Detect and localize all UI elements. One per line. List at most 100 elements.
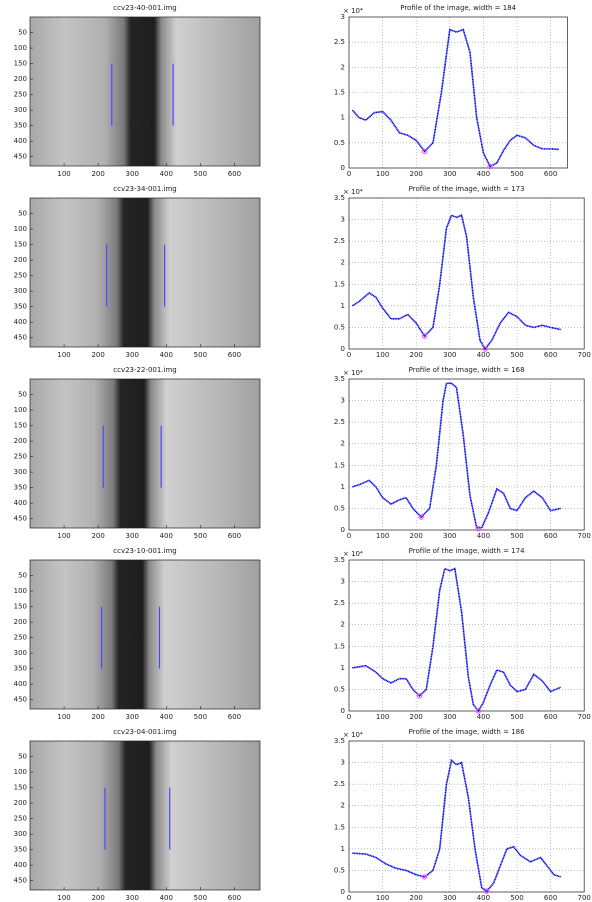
y-tick-label: 450 xyxy=(14,696,27,704)
axes-frame xyxy=(29,16,261,167)
minimum-marker xyxy=(482,346,488,352)
x-tick-label: 500 xyxy=(194,351,207,359)
y-tick-label: 200 xyxy=(14,618,27,626)
plot-area xyxy=(349,379,585,530)
image xyxy=(30,560,260,709)
y-tick-label: 0 xyxy=(341,888,345,896)
x-tick-label: 300 xyxy=(443,713,456,721)
image xyxy=(30,17,260,166)
y-tick-label: 3 xyxy=(341,216,345,224)
x-tick-label: 600 xyxy=(544,532,557,540)
x-tick-label: 600 xyxy=(544,351,557,359)
x-tick-label: 100 xyxy=(57,713,70,721)
y-tick-label: 3 xyxy=(341,759,345,767)
y-tick-label: 50 xyxy=(18,210,27,218)
x-tick-label: 200 xyxy=(91,894,104,902)
x-tick-label: 100 xyxy=(376,351,389,359)
x-tick-label: 600 xyxy=(544,894,557,902)
axes-frame xyxy=(348,378,585,531)
title: ccv23-22-001.img xyxy=(113,366,177,374)
y-tick-label: 150 xyxy=(14,603,27,611)
x-tick-label: 400 xyxy=(160,351,173,359)
x-tick-label: 200 xyxy=(410,532,423,540)
minimum-marker xyxy=(421,333,428,339)
y-tick-label: 250 xyxy=(14,272,27,280)
y-tick-label: 2 xyxy=(341,802,345,810)
y-tick-label: 400 xyxy=(14,680,27,688)
y-tick-label: 350 xyxy=(14,665,27,673)
x-tick-label: 400 xyxy=(160,532,173,540)
y-scale-label: × 10⁴ xyxy=(343,369,363,377)
x-tick-label: 0 xyxy=(347,713,351,721)
title: ccv23-10-001.img xyxy=(113,547,177,555)
x-tick-label: 700 xyxy=(578,894,591,902)
y-tick-label: 100 xyxy=(14,587,27,595)
y-tick-label: 250 xyxy=(14,815,27,823)
y-tick-label: 0 xyxy=(341,345,345,353)
y-tick-label: 400 xyxy=(14,137,27,145)
y-tick-label: 50 xyxy=(18,572,27,580)
y-tick-label: 400 xyxy=(14,861,27,869)
x-tick-label: 600 xyxy=(544,713,557,721)
axes-frame xyxy=(348,740,585,893)
x-tick-label: 200 xyxy=(91,713,104,721)
y-tick-label: 3.5 xyxy=(334,375,345,383)
x-tick-label: 700 xyxy=(578,351,591,359)
profile-line xyxy=(351,28,560,168)
y-tick-label: 350 xyxy=(14,303,27,311)
y-tick-label: 450 xyxy=(14,334,27,342)
x-tick-label: 300 xyxy=(443,170,456,178)
x-tick-label: 300 xyxy=(126,532,139,540)
x-tick-label: 600 xyxy=(228,351,241,359)
x-tick-label: 300 xyxy=(443,894,456,902)
y-tick-label: 350 xyxy=(14,846,27,854)
y-tick-label: 3 xyxy=(341,397,345,405)
minimum-marker xyxy=(475,526,482,532)
x-tick-label: 0 xyxy=(347,532,351,540)
x-tick-label: 500 xyxy=(194,894,207,902)
title: Profile of the image, width = 186 xyxy=(409,728,525,736)
x-tick-label: 300 xyxy=(126,170,139,178)
axes-frame xyxy=(29,740,261,891)
x-tick-label: 200 xyxy=(410,170,423,178)
y-tick-label: 200 xyxy=(14,799,27,807)
y-tick-label: 0 xyxy=(341,707,345,715)
profile-line xyxy=(351,214,561,351)
y-tick-label: 1.5 xyxy=(334,280,345,288)
y-tick-label: 300 xyxy=(14,830,27,838)
y-tick-label: 3 xyxy=(341,578,345,586)
x-tick-label: 0 xyxy=(347,894,351,902)
title: Profile of the image, width = 173 xyxy=(409,185,525,193)
x-tick-label: 500 xyxy=(194,713,207,721)
title: ccv23-04-001.img xyxy=(113,728,177,736)
x-tick-label: 500 xyxy=(194,532,207,540)
y-tick-label: 100 xyxy=(14,406,27,414)
y-tick-label: 0.5 xyxy=(334,685,345,693)
y-tick-label: 3.5 xyxy=(334,556,345,564)
y-tick-label: 300 xyxy=(14,468,27,476)
y-tick-label: 1 xyxy=(341,664,345,672)
y-tick-label: 350 xyxy=(14,122,27,130)
y-tick-label: 0 xyxy=(341,526,345,534)
y-tick-label: 250 xyxy=(14,634,27,642)
y-tick-label: 3.5 xyxy=(334,194,345,202)
y-tick-label: 300 xyxy=(14,106,27,114)
y-tick-label: 450 xyxy=(14,877,27,885)
y-tick-label: 100 xyxy=(14,44,27,52)
x-tick-label: 0 xyxy=(347,170,351,178)
y-scale-label: × 10⁴ xyxy=(343,188,363,196)
title: ccv23-40-001.img xyxy=(113,4,177,12)
x-tick-label: 400 xyxy=(160,894,173,902)
x-tick-label: 400 xyxy=(160,713,173,721)
x-tick-label: 200 xyxy=(91,170,104,178)
plot-area xyxy=(349,198,585,349)
y-tick-label: 1 xyxy=(341,483,345,491)
x-tick-label: 400 xyxy=(477,532,490,540)
y-tick-label: 2 xyxy=(341,259,345,267)
title: ccv23-34-001.img xyxy=(113,185,177,193)
title: Profile of the image, width = 174 xyxy=(409,547,525,555)
minimum-marker xyxy=(484,888,490,894)
axes-frame xyxy=(348,16,568,169)
y-tick-label: 2.5 xyxy=(334,780,345,788)
